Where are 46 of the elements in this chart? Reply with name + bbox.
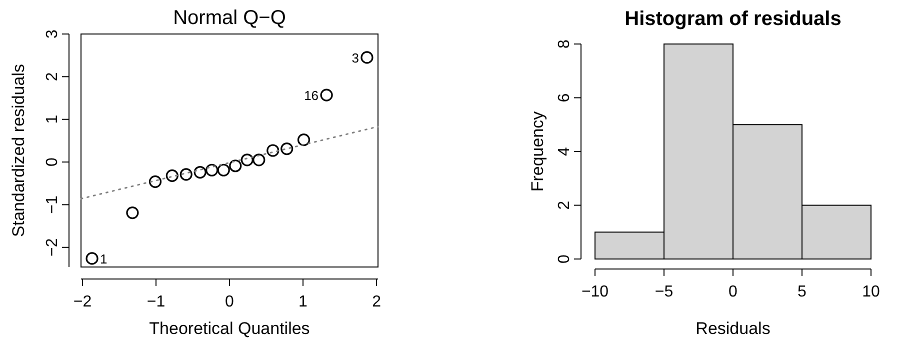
annotation: 16: [304, 88, 319, 104]
point: [240, 154, 254, 166]
x-axis-title: Theoretical Quantiles: [149, 319, 310, 338]
y-tick-label: −2: [44, 238, 61, 256]
point: [320, 88, 333, 102]
point: [266, 144, 280, 157]
point: [252, 154, 266, 166]
annotation: 3: [352, 50, 359, 66]
point: [166, 169, 178, 182]
y-tick-label: 0: [44, 157, 61, 166]
x-tick-label: 5: [798, 284, 807, 301]
chart-title: Histogram of residuals: [624, 8, 842, 30]
chart-title: Normal Q−Q: [173, 7, 286, 29]
y-tick-label: 2: [556, 200, 573, 210]
x-tick-label: 2: [372, 294, 382, 311]
y-tick-label: 3: [44, 29, 61, 38]
x-tick-label: −2: [73, 294, 92, 311]
annotation: 1: [100, 251, 108, 266]
x-tick-label: 1: [298, 294, 308, 311]
point: [360, 51, 374, 64]
point: [229, 160, 242, 172]
y-tick-label: −1: [44, 195, 61, 214]
y-tick-label: 0: [556, 254, 573, 264]
point: [297, 134, 310, 146]
x-tick-label: −1: [146, 294, 166, 311]
y-axis-title: Standardized residuals: [9, 64, 28, 237]
y-tick-label: 4: [556, 146, 573, 156]
x-axis-title: Residuals: [696, 319, 770, 338]
y-axis-title: Frequency: [528, 110, 547, 192]
y-tick-label: 6: [556, 93, 573, 102]
point: [206, 164, 218, 176]
point: [280, 142, 294, 156]
point: [86, 252, 98, 265]
x-tick-label: −5: [654, 284, 674, 301]
y-tick-label: 2: [44, 72, 61, 82]
point: [148, 175, 162, 188]
point: [180, 168, 192, 181]
point: [126, 206, 139, 220]
x-tick-label: 0: [225, 294, 234, 311]
y-tick-label: 8: [556, 39, 573, 48]
x-tick-label: 0: [728, 284, 738, 301]
x-tick-label: 10: [862, 284, 880, 301]
point: [194, 166, 206, 179]
x-tick-label: −10: [581, 284, 609, 301]
y-tick-label: 1: [44, 114, 61, 124]
point: [217, 164, 230, 176]
